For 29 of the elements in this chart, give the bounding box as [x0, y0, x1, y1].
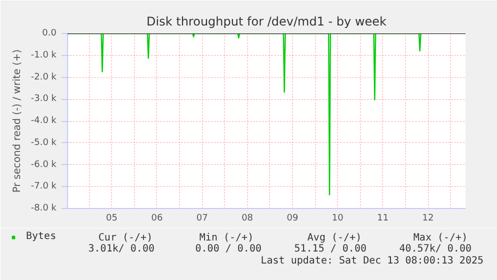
text: Last update: Sat Dec 13 08:00:13 2025	[260, 256, 484, 266]
x-tick-label: 08	[242, 214, 254, 224]
y-axis-title: Pr second read (-) / write (+)	[12, 49, 23, 193]
text: Avg (-/+)	[307, 232, 362, 244]
text: 3.01k/ 0.00	[88, 244, 154, 254]
y-tick-label: -4.0 k	[30, 116, 58, 126]
text: Min (-/+)	[199, 232, 254, 244]
legend-label: Bytes	[26, 231, 56, 242]
x-tick-label: 11	[377, 214, 389, 224]
y-tick-label: -2.0 k	[30, 72, 58, 82]
y-tick-label: 0.0	[42, 28, 57, 38]
x-tick-label: 07	[196, 214, 208, 224]
text: 51.15 / 0.00	[294, 244, 366, 254]
text: Max (-/+)	[413, 232, 468, 244]
y-tick-label: -1.0 k	[30, 50, 58, 60]
chart-title: Disk throughput for /dev/md1 - by week	[146, 14, 387, 28]
x-tick-label: 05	[106, 214, 118, 224]
y-tick-label: -8.0 k	[30, 204, 58, 214]
y-tick-label: -5.0 k	[30, 138, 58, 148]
x-tick-label: 06	[151, 214, 163, 224]
x-tick-label: 09	[286, 214, 298, 224]
y-tick-label: -6.0 k	[30, 160, 58, 170]
text: 0.00 / 0.00	[195, 244, 262, 254]
x-tick-label: 12	[422, 214, 434, 224]
text: Cur (-/+)	[98, 232, 153, 244]
y-tick-label: -3.0 k	[30, 94, 58, 104]
x-tick-label: 10	[332, 214, 344, 224]
y-tick-label: -7.0 k	[30, 182, 58, 192]
text: 40.57k/ 0.00	[399, 244, 472, 254]
